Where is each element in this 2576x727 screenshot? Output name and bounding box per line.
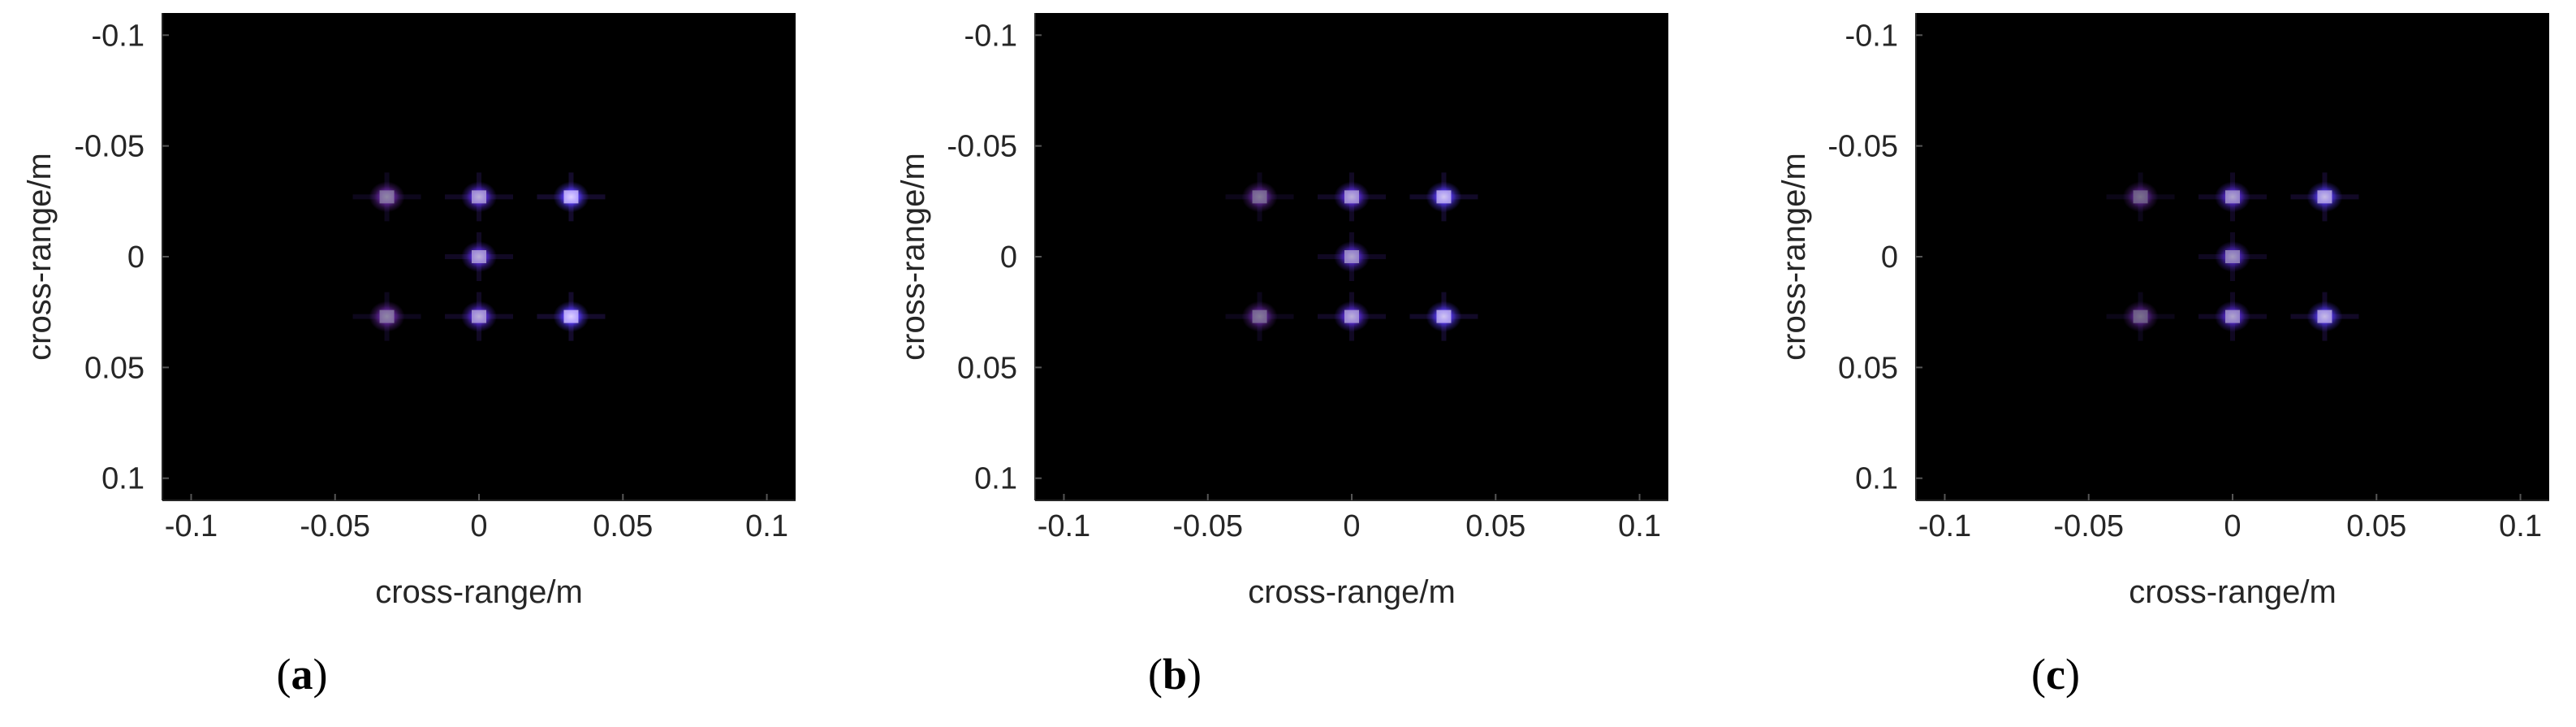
- scatter-point: [352, 292, 421, 341]
- scatter-point: [2198, 232, 2267, 281]
- scatter-point: [2198, 292, 2267, 341]
- y-tick-label: 0: [127, 240, 145, 275]
- y-tick-label: -0.05: [1827, 130, 1898, 164]
- panel-caption: (c): [2031, 650, 2080, 699]
- x-tick-label: -0.1: [1038, 509, 1090, 543]
- scatter-point: [1318, 172, 1386, 222]
- y-tick-label: 0.05: [84, 351, 145, 385]
- y-axis-label: cross-range/m: [1776, 153, 1812, 361]
- panel-caption: (b): [1148, 650, 1202, 699]
- y-tick-label: -0.1: [964, 19, 1017, 53]
- chart-panel-c: -0.1 -0.05 0 0.05 0.1 -0.1 -0.05 0 0.05 0.1 cross-…: [1776, 13, 2549, 699]
- scatter-point: [1318, 232, 1386, 281]
- y-axis-label: cross-range/m: [22, 153, 58, 361]
- scatter-point: [537, 292, 606, 341]
- scatter-point: [445, 292, 513, 341]
- panel-caption: (a): [277, 650, 328, 699]
- y-tick-label: -0.05: [74, 130, 145, 164]
- x-axis-label: cross-range/m: [2129, 574, 2337, 610]
- x-tick-label: 0.05: [1465, 509, 1525, 543]
- scatter-point: [537, 172, 606, 222]
- scatter-point: [1225, 172, 1294, 222]
- scatter-point: [2290, 292, 2359, 341]
- chart-panel-a: -0.1 -0.05 0 0.05 0.1 -0.1 -0.05 0 0.05 0.1 cross-…: [22, 13, 796, 699]
- x-tick-label: -0.1: [1918, 509, 1971, 543]
- x-tick-label: 0.1: [745, 509, 788, 543]
- x-tick-label: 0: [1343, 509, 1360, 543]
- x-tick-label: 0.05: [2346, 509, 2406, 543]
- y-tick-label: -0.1: [1845, 19, 1898, 53]
- scatter-point: [1409, 292, 1478, 341]
- y-tick-label: 0.05: [957, 351, 1017, 385]
- scatter-point: [1225, 292, 1294, 341]
- scatter-point: [1409, 172, 1478, 222]
- scatter-point: [2106, 172, 2175, 222]
- x-tick-label: 0.1: [1618, 509, 1661, 543]
- chart-panel-b: -0.1 -0.05 0 0.05 0.1 -0.1 -0.05 0 0.05 0.1 cross-…: [895, 13, 1668, 699]
- y-tick-label: -0.05: [947, 130, 1017, 164]
- x-tick-label: -0.1: [165, 509, 218, 543]
- x-tick-label: 0.1: [2499, 509, 2542, 543]
- y-tick-label: 0: [1881, 240, 1898, 275]
- x-tick-label: -0.05: [2053, 509, 2124, 543]
- y-tick-label: -0.1: [92, 19, 145, 53]
- x-axis-label: cross-range/m: [375, 574, 583, 610]
- scatter-point: [352, 172, 421, 222]
- x-tick-label: -0.05: [1172, 509, 1243, 543]
- y-axis-label: cross-range/m: [895, 153, 931, 361]
- x-axis-label: cross-range/m: [1248, 574, 1456, 610]
- scatter-point: [2198, 172, 2267, 222]
- scatter-point: [445, 172, 513, 222]
- y-tick-label: 0.05: [1838, 351, 1898, 385]
- x-tick-label: 0: [2224, 509, 2241, 543]
- y-tick-label: 0.1: [101, 462, 145, 496]
- y-tick-label: 0: [1000, 240, 1017, 275]
- x-tick-label: 0: [470, 509, 487, 543]
- scatter-point: [2290, 172, 2359, 222]
- y-tick-label: 0.1: [974, 462, 1017, 496]
- y-tick-label: 0.1: [1855, 462, 1898, 496]
- x-tick-label: -0.05: [300, 509, 370, 543]
- scatter-point: [1318, 292, 1386, 341]
- scatter-point: [445, 232, 513, 281]
- x-tick-label: 0.05: [593, 509, 653, 543]
- scatter-point: [2106, 292, 2175, 341]
